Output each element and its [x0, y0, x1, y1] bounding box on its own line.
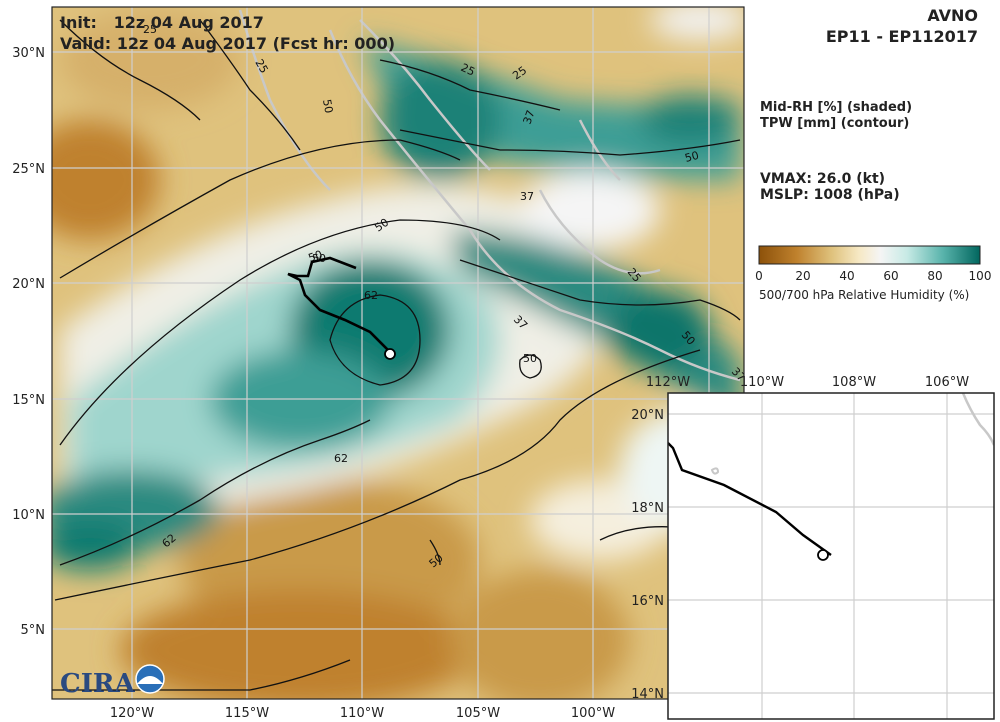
colorbar-tick: 40 — [839, 269, 854, 283]
contour-label: 50 — [523, 352, 537, 365]
inset-map — [667, 392, 995, 720]
contour-label: 62 — [334, 452, 348, 465]
colorbar-tick: 100 — [969, 269, 992, 283]
lat-label: 15°N — [12, 393, 45, 408]
main-map: 25 25 25 25 50 50 50 50 50 50 37 37 37 6… — [52, 7, 744, 699]
model-name: AVNO — [927, 6, 978, 25]
coastlines — [238, 9, 741, 382]
inset-lon-label: 108°W — [832, 375, 876, 390]
inset-lat-label: 18°N — [631, 501, 664, 516]
lat-label: 10°N — [12, 508, 45, 523]
inset-lon-label: 110°W — [740, 375, 784, 390]
inset-lon-labels: 112°W 110°W 108°W 106°W — [646, 375, 969, 390]
inset-lon-label: 112°W — [646, 375, 690, 390]
lat-label: 5°N — [21, 623, 46, 638]
colorbar-tick: 0 — [755, 269, 763, 283]
contour-label: 25 — [459, 61, 477, 79]
contour-label: 25 — [252, 57, 270, 76]
lon-label: 115°W — [225, 706, 269, 721]
contour-label: 37 — [521, 108, 538, 126]
inset-lon-label: 106°W — [925, 375, 969, 390]
lon-label: 100°W — [571, 706, 615, 721]
inset-coastline — [961, 393, 994, 446]
main-lon-labels: 120°W 115°W 110°W 105°W 100°W — [110, 706, 615, 721]
inset-contour — [710, 467, 720, 475]
storm-position-marker — [384, 348, 396, 360]
inset-storm-position-marker — [817, 549, 829, 561]
storm-track — [287, 256, 393, 355]
colorbar-label: 500/700 hPa Relative Humidity (%) — [759, 288, 969, 302]
colorbar-tick: 80 — [927, 269, 942, 283]
inset-lat-label: 14°N — [631, 687, 664, 702]
lon-label: 110°W — [340, 706, 384, 721]
lat-label: 20°N — [12, 277, 45, 292]
valid-time: Valid: 12z 04 Aug 2017 (Fcst hr: 000) — [60, 34, 396, 53]
cira-logo-text: CIRA — [60, 669, 135, 699]
contour-label: 62 — [364, 289, 378, 302]
storm-id: EP11 - EP112017 — [825, 27, 978, 46]
colorbar-gradient — [758, 245, 981, 265]
inset-lat-labels: 20°N 18°N 16°N 14°N — [631, 408, 664, 702]
colorbar-tick: 20 — [795, 269, 810, 283]
contour-label: 25 — [143, 23, 157, 36]
inset-gridlines — [668, 393, 994, 719]
contour-label: 37 — [520, 190, 534, 203]
lon-label: 105°W — [456, 706, 500, 721]
contour-label: 50 — [683, 149, 700, 165]
colorbar: 0 20 40 60 80 100 500/700 hPa Relative H… — [755, 245, 992, 302]
colorbar-tick: 60 — [883, 269, 898, 283]
init-time: Init: 12z 04 Aug 2017 — [60, 13, 264, 32]
inset-lat-label: 16°N — [631, 594, 664, 609]
inset-lat-label: 20°N — [631, 408, 664, 423]
mslp-readout: MSLP: 1008 (hPa) — [760, 187, 900, 203]
contour-label: 50 — [320, 98, 335, 114]
inset-storm-track — [668, 442, 832, 556]
tpw-contours — [52, 19, 741, 691]
rh-shading — [52, 7, 744, 699]
cira-logo: CIRA — [60, 664, 165, 699]
shaded-field-label: Mid-RH [%] (shaded) — [760, 100, 913, 115]
contour-field-label: TPW [mm] (contour) — [760, 116, 910, 131]
main-lat-labels: 30°N 25°N 20°N 15°N 10°N 5°N — [12, 46, 45, 638]
vmax-readout: VMAX: 26.0 (kt) — [760, 171, 886, 187]
lat-label: 30°N — [12, 46, 45, 61]
inset-map-frame — [667, 392, 995, 720]
main-map-frame — [51, 6, 745, 700]
lat-label: 25°N — [12, 162, 45, 177]
lon-label: 120°W — [110, 706, 154, 721]
